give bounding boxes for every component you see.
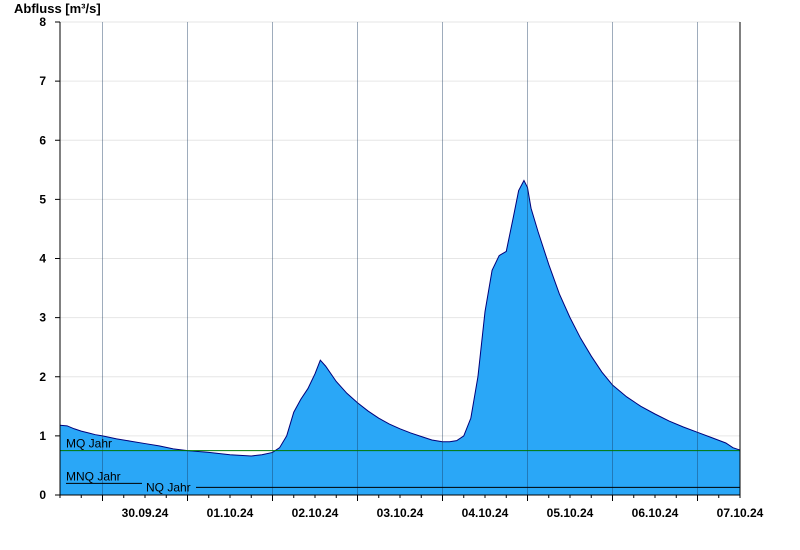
y-tick-label: 8 xyxy=(39,15,46,29)
y-tick-label: 4 xyxy=(39,252,46,266)
day-separators xyxy=(102,22,698,495)
y-tick-label: 6 xyxy=(39,133,46,147)
x-tick-label: 05.10.24 xyxy=(547,506,594,520)
discharge-line xyxy=(59,179,741,457)
x-tick-label: 03.10.24 xyxy=(377,506,424,520)
y-tick-label: 7 xyxy=(39,74,46,88)
axes: 0 1 2 3 4 5 6 7 8 30.09.24 01.10.24 02.10.24 03.10.2… xyxy=(39,15,763,520)
x-tick-label: 01.10.24 xyxy=(207,506,254,520)
y-tick-label: 0 xyxy=(39,488,46,502)
x-tick-label: 06.10.24 xyxy=(632,506,679,520)
discharge-area xyxy=(60,180,740,495)
gridlines xyxy=(60,21,740,437)
y-tick-label: 1 xyxy=(39,429,46,443)
x-tick-label: 30.09.24 xyxy=(122,506,169,520)
y-tick-label: 5 xyxy=(39,192,46,206)
mnq-label: MNQ Jahr xyxy=(66,469,121,483)
x-tick-label: 07.10.24 xyxy=(717,506,764,520)
y-tick-label: 2 xyxy=(39,370,46,384)
y-tick-label: 3 xyxy=(39,311,46,325)
discharge-series xyxy=(59,179,741,495)
reference-lines: MQ Jahr MNQ Jahr NQ Jahr xyxy=(60,437,740,494)
x-tick-label: 02.10.24 xyxy=(292,506,339,520)
mq-label: MQ Jahr xyxy=(66,437,112,451)
nq-label: NQ Jahr xyxy=(146,480,191,494)
x-tick-label: 04.10.24 xyxy=(462,506,509,520)
y-axis-label: Abfluss [m³/s] xyxy=(14,1,101,16)
